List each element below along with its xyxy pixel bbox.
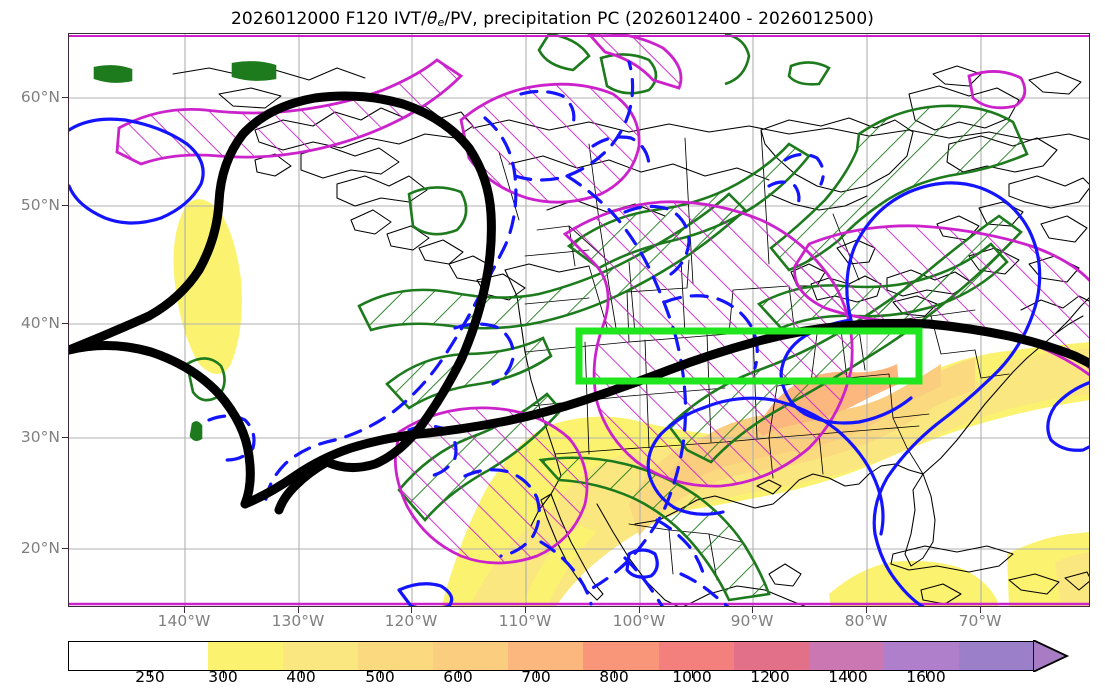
theta-symbol: θ: [426, 9, 438, 29]
ytick-label-20N: 20°N: [20, 539, 60, 557]
colorbar-label-1000: 1000: [672, 668, 712, 686]
colorbar[interactable]: [68, 640, 1090, 678]
colorbar-label-800: 800: [599, 668, 629, 686]
theta-subscript: e: [437, 16, 445, 29]
colorbar-tick-1600: [926, 671, 928, 678]
colorbar-label-500: 500: [365, 668, 395, 686]
xtick-label-100W: 100°W: [612, 612, 666, 630]
xtick-mark-130W: [298, 607, 300, 613]
ytick-mark-40N: [62, 323, 68, 325]
region-of-interest-box: [575, 327, 923, 385]
xtick-label-90W: 90°W: [730, 612, 774, 630]
colorbar-label-1200: 1200: [750, 668, 790, 686]
colorbar-tick-1400: [848, 671, 850, 678]
xtick-label-120W: 120°W: [384, 612, 438, 630]
colorbar-segment-1200: [808, 642, 884, 670]
xtick-mark-100W: [639, 607, 641, 613]
xtick-label-70W: 70°W: [958, 612, 1002, 630]
colorbar-segment-1600: [958, 642, 1034, 670]
colorbar-segment-1400: [883, 642, 959, 670]
colorbar-segment-1000: [733, 642, 809, 670]
title-prefix: 2026012000 F120 IVT/: [230, 9, 427, 29]
page-title: 2026012000 F120 IVT/θe/PV, precipitation…: [0, 9, 1105, 29]
colorbar-tick-1000: [692, 671, 694, 678]
colorbar-tick-1200: [770, 671, 772, 678]
colorbar-label-250: 250: [135, 668, 165, 686]
colorbar-tick-300: [223, 671, 225, 678]
colorbar-tick-700: [536, 671, 538, 678]
colorbar-segment-0: [69, 642, 208, 670]
colorbar-label-300: 300: [208, 668, 238, 686]
ytick-mark-20N: [62, 548, 68, 550]
xtick-label-80W: 80°W: [844, 612, 888, 630]
map-plot-area[interactable]: [68, 33, 1090, 607]
map-vector-layer: [69, 34, 1089, 606]
ytick-label-50N: 50°N: [20, 196, 60, 214]
colorbar-label-1600: 1600: [906, 668, 946, 686]
colorbar-label-600: 600: [443, 668, 473, 686]
colorbar-segment-700: [583, 642, 659, 670]
xtick-label-130W: 130°W: [271, 612, 325, 630]
colorbar-tick-250: [150, 671, 152, 678]
title-suffix: /PV, precipitation PC (2026012400 - 2026…: [444, 9, 874, 29]
colorbar-segment-600: [508, 642, 584, 670]
theta-e-contours: [69, 60, 1089, 606]
xtick-mark-70W: [980, 607, 982, 613]
xtick-mark-90W: [752, 607, 754, 613]
xtick-mark-120W: [411, 607, 413, 613]
colorbar-segment-250: [207, 642, 284, 670]
xtick-label-110W: 110°W: [498, 612, 552, 630]
colorbar-segment-800: [658, 642, 734, 670]
colorbar-tick-800: [614, 671, 616, 678]
ytick-mark-50N: [62, 205, 68, 207]
colorbar-tick-400: [301, 671, 303, 678]
colorbar-label-1400: 1400: [828, 668, 868, 686]
ytick-label-30N: 30°N: [20, 428, 60, 446]
ytick-label-40N: 40°N: [20, 314, 60, 332]
colorbar-tick-500: [380, 671, 382, 678]
ytick-mark-60N: [62, 97, 68, 99]
colorbar-segment-500: [433, 642, 509, 670]
xtick-mark-80W: [866, 607, 868, 613]
colorbar-label-700: 700: [521, 668, 551, 686]
map-canvas: [69, 34, 1089, 606]
colorbar-label-400: 400: [286, 668, 316, 686]
ytick-label-60N: 60°N: [20, 88, 60, 106]
xtick-mark-140W: [184, 607, 186, 613]
colorbar-segment-300: [283, 642, 359, 670]
colorbar-tick-600: [458, 671, 460, 678]
colorbar-extend-arrow: [1033, 640, 1070, 672]
colorbar-gradient[interactable]: [68, 641, 1035, 671]
colorbar-segment-400: [358, 642, 434, 670]
ytick-mark-30N: [62, 437, 68, 439]
xtick-mark-110W: [525, 607, 527, 613]
xtick-label-140W: 140°W: [157, 612, 211, 630]
